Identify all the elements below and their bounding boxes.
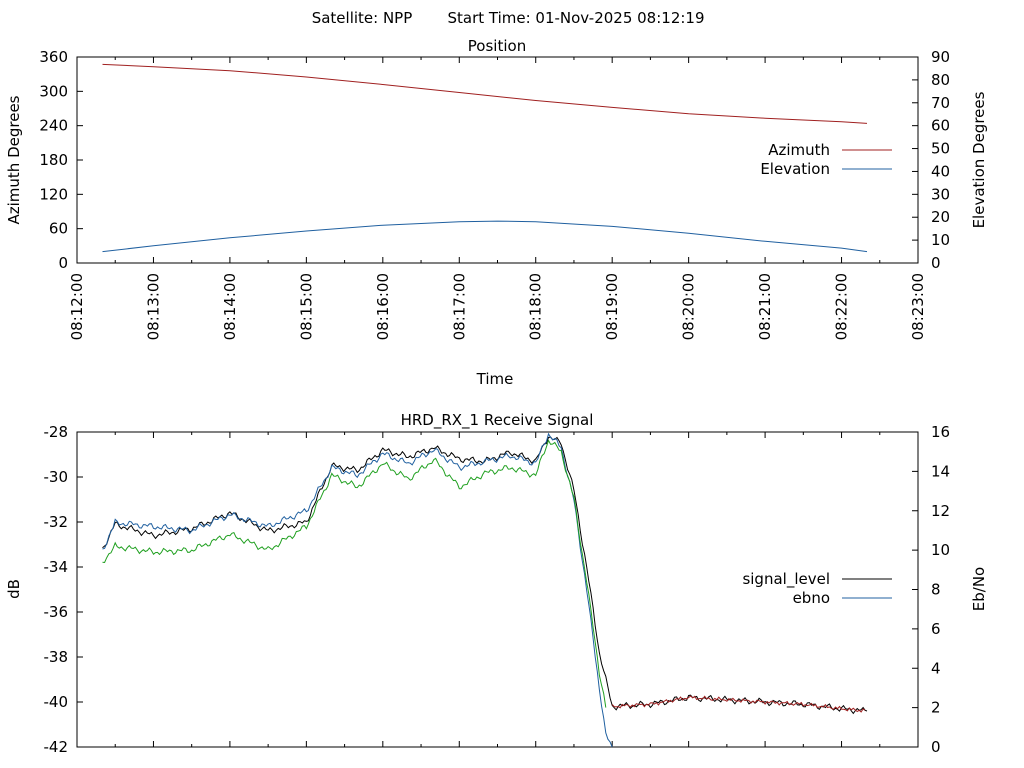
y-tick-label: -40 — [44, 693, 69, 711]
y2-tick-label: 10 — [931, 231, 950, 249]
x-tick-label: 08:14:00 — [221, 273, 239, 340]
y2-tick-label: 8 — [931, 581, 941, 599]
y2-tick-label: 0 — [931, 738, 941, 756]
y-tick-label: -38 — [44, 648, 69, 666]
x-tick-label: 08:23:00 — [909, 273, 927, 340]
legend-label: Elevation — [760, 160, 830, 178]
y-tick-label: 0 — [58, 254, 68, 272]
y-tick-label: -42 — [44, 738, 69, 756]
x-tick-label: 08:13:00 — [144, 273, 162, 340]
y-tick-label: 180 — [39, 151, 68, 169]
y2-tick-label: 10 — [931, 541, 950, 559]
x-tick-label: 08:18:00 — [527, 273, 545, 340]
signal-chart-title: HRD_RX_1 Receive Signal — [401, 411, 594, 430]
x-tick-label: 08:21:00 — [756, 273, 774, 340]
x-tick-label: 08:22:00 — [833, 273, 851, 340]
x-tick-label: 08:16:00 — [374, 273, 392, 340]
position-y-axis-label: Azimuth Degrees — [5, 95, 23, 224]
ebno-shadow-line — [102, 439, 607, 708]
legend-label: ebno — [793, 589, 830, 607]
legend-label: signal_level — [742, 570, 830, 589]
signal-level-line — [102, 436, 868, 715]
position-x-axis-label: Time — [476, 370, 514, 388]
y2-tick-label: 90 — [931, 48, 950, 66]
signal-series — [102, 432, 868, 748]
y-tick-label: -32 — [44, 513, 69, 531]
signal-level-low-line — [611, 695, 866, 713]
x-tick-label: 08:15:00 — [297, 273, 315, 340]
y2-tick-label: 40 — [931, 162, 950, 180]
position-y2-axis-label: Elevation Degrees — [970, 91, 988, 228]
position-series — [102, 63, 868, 253]
y2-tick-label: 14 — [931, 462, 950, 480]
y-tick-label: -30 — [44, 468, 69, 486]
elevation-line — [102, 220, 868, 253]
signal-chart: HRD_RX_1 Receive Signal -42-40-38-36-34-… — [5, 411, 988, 756]
x-tick-label: 08:17:00 — [450, 273, 468, 340]
y-tick-label: 120 — [39, 185, 68, 203]
azimuth-line — [102, 63, 868, 124]
y-tick-label: -28 — [44, 423, 69, 441]
y2-tick-label: 12 — [931, 502, 950, 520]
y2-tick-label: 16 — [931, 423, 950, 441]
y2-tick-label: 6 — [931, 620, 941, 638]
y2-tick-label: 60 — [931, 117, 950, 135]
signal-y2-axis-label: Eb/No — [970, 567, 988, 611]
legend-label: Azimuth — [768, 141, 830, 159]
y2-tick-label: 0 — [931, 254, 941, 272]
y-tick-label: 60 — [49, 220, 68, 238]
ebno-line — [102, 432, 613, 748]
y2-tick-label: 80 — [931, 71, 950, 89]
y-tick-label: 360 — [39, 48, 68, 66]
y2-tick-label: 30 — [931, 185, 950, 203]
start-time-label: Start Time: 01-Nov-2025 08:12:19 — [447, 9, 704, 27]
x-tick-label: 08:19:00 — [603, 273, 621, 340]
satellite-label: Satellite: NPP — [312, 9, 413, 27]
signal-ticks: -42 -40 -38 -36 -34 -32 -30 -28 0 2 4 6 8 10 12 14 16 — [44, 423, 951, 756]
position-chart: Position 08:12:00 08:13:00 08:14:00 08:15:0… — [5, 37, 988, 388]
position-ticks: 08:12:00 08:13:00 08:14:00 08:15:00 08:16:00… — [39, 48, 950, 340]
y-tick-label: -34 — [44, 558, 69, 576]
y-tick-label: 240 — [39, 117, 68, 135]
position-chart-title: Position — [468, 37, 526, 55]
y2-tick-label: 50 — [931, 140, 950, 158]
signal-y-axis-label: dB — [5, 579, 23, 599]
y2-tick-label: 70 — [931, 94, 950, 112]
x-tick-label: 08:12:00 — [68, 273, 86, 340]
y2-tick-label: 20 — [931, 208, 950, 226]
x-tick-label: 08:20:00 — [680, 273, 698, 340]
y-tick-label: 300 — [39, 82, 68, 100]
y-tick-label: -36 — [44, 603, 69, 621]
y2-tick-label: 4 — [931, 659, 941, 677]
y2-tick-label: 2 — [931, 699, 941, 717]
